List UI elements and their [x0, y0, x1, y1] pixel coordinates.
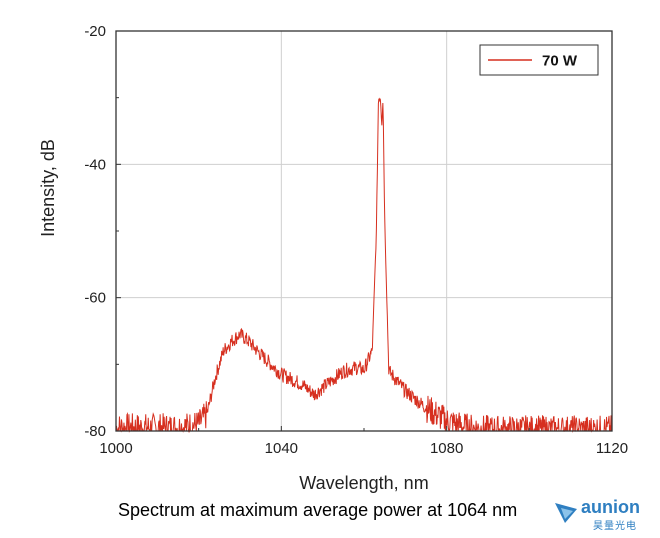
- x-tick-label: 1080: [430, 440, 463, 457]
- legend: 70 W: [479, 44, 599, 76]
- y-tick-label: -60: [84, 290, 106, 307]
- figure-caption: Spectrum at maximum average power at 106…: [118, 500, 518, 520]
- y-axis: -20 -40 -60 -80: [84, 23, 121, 440]
- x-tick-label: 1040: [265, 440, 298, 457]
- legend-label: 70 W: [542, 53, 578, 70]
- grid: [116, 31, 612, 431]
- x-axis-label: Wavelength, nm: [299, 473, 428, 493]
- series-group: [115, 97, 613, 433]
- y-axis-label: Intensity, dB: [38, 139, 58, 237]
- y-tick-label: -40: [84, 156, 106, 173]
- x-axis: 1000 1040 1080 1120: [99, 426, 628, 457]
- y-tick-label: -20: [84, 23, 106, 40]
- y-tick-label: -80: [84, 423, 106, 440]
- x-tick-label: 1000: [99, 440, 132, 457]
- series-line-70w: [115, 97, 613, 433]
- aunion-logo: aunion 昊量光电: [553, 497, 657, 533]
- spectrum-chart: 1000 1040 1080 1120 -20 -40 -60 -80 Wavelength…: [38, 23, 628, 493]
- logo-subtitle: 昊量光电: [593, 521, 637, 532]
- logo-mark-icon: [555, 503, 577, 523]
- x-tick-label: 1120: [596, 440, 628, 457]
- plot-area: [116, 31, 612, 431]
- logo-wordmark: aunion: [581, 497, 640, 517]
